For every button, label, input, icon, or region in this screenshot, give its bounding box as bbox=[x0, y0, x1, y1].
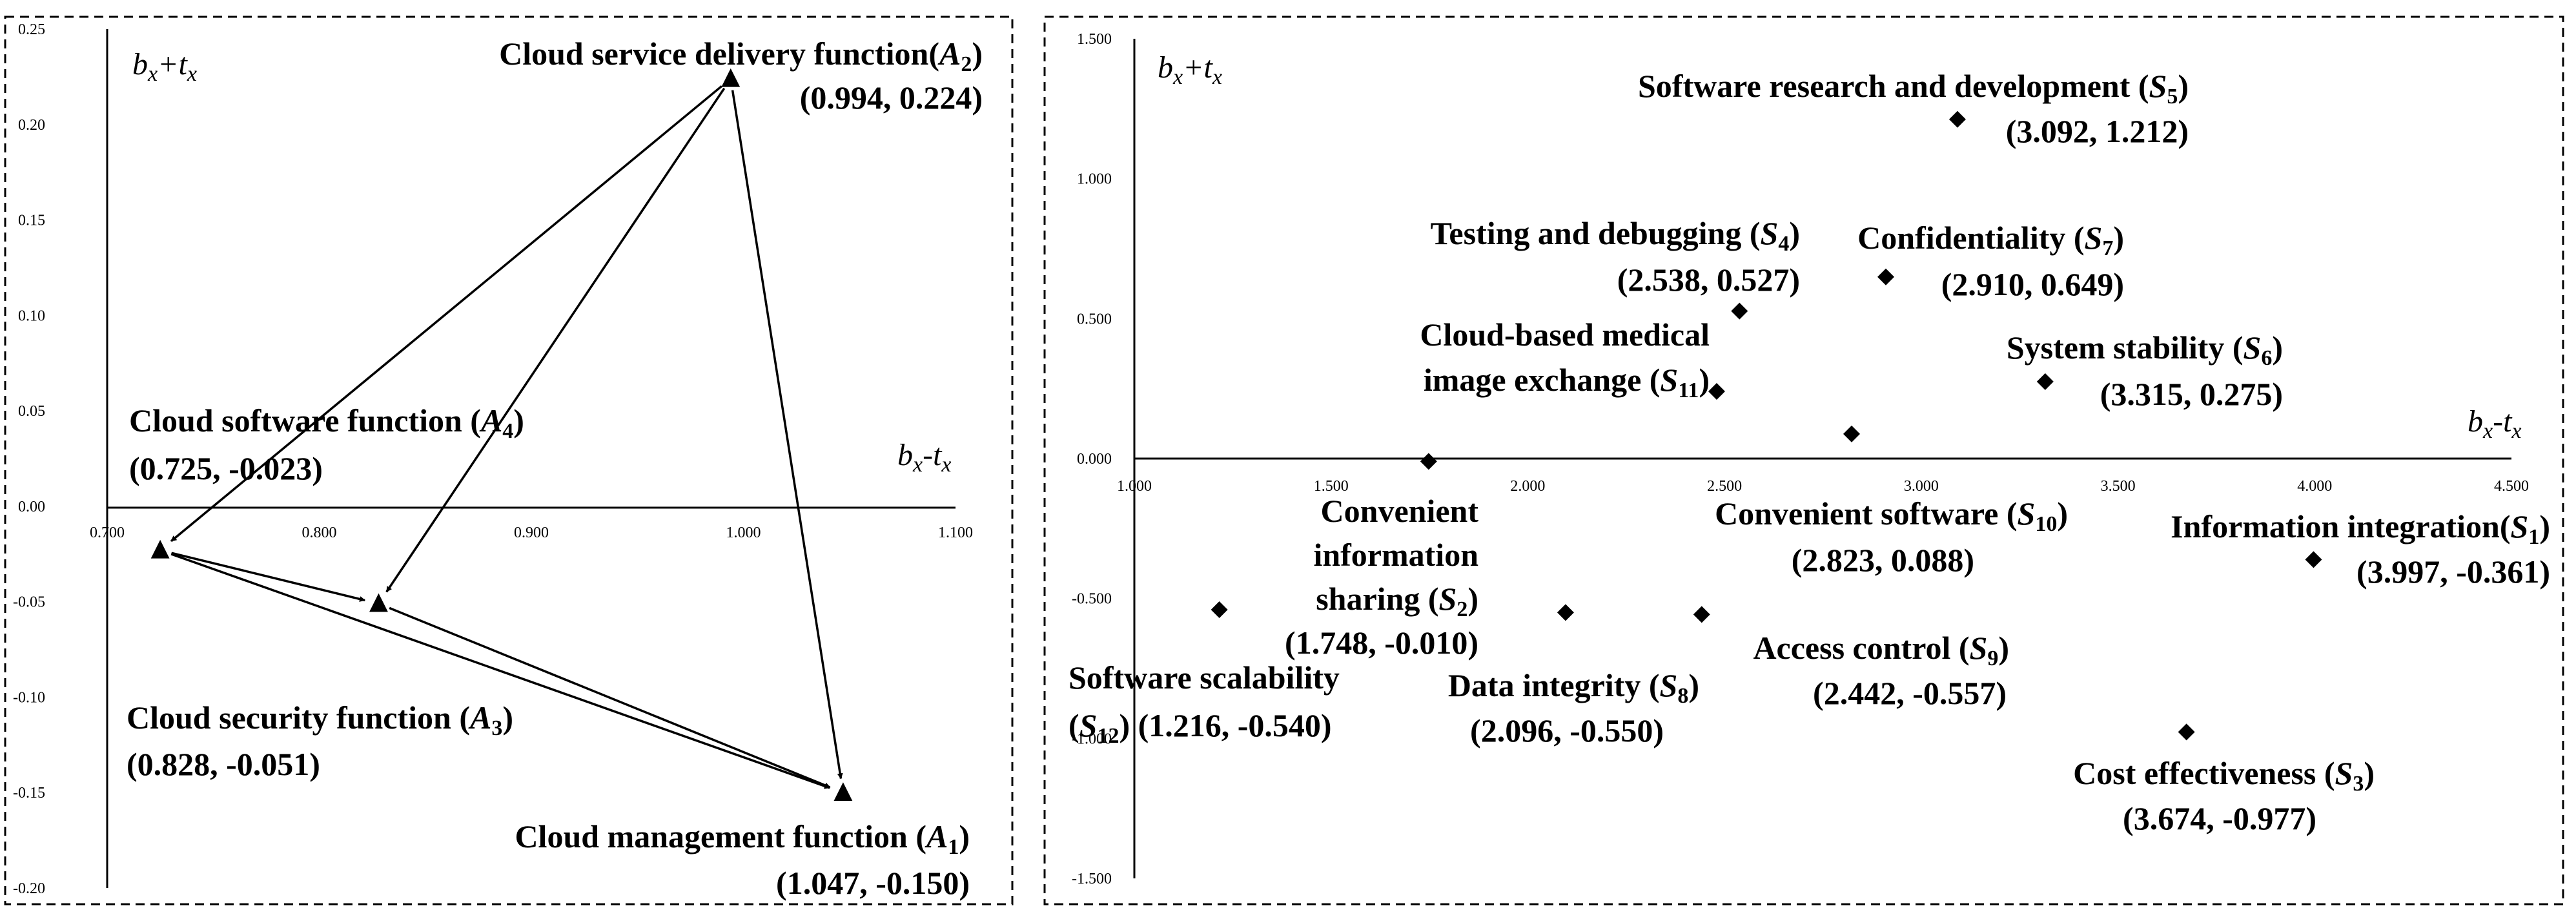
left-panel-frame bbox=[4, 16, 1014, 905]
right-x-tick: 1.000 bbox=[1117, 478, 1152, 495]
diamond-marker-S11 bbox=[1708, 383, 1725, 400]
diamond-marker-S9 bbox=[1693, 606, 1710, 623]
label-S10-name: Convenient software (S10) bbox=[1715, 495, 2068, 536]
label-S1-coord: (3.997, -0.361) bbox=[2356, 554, 2550, 590]
right-x-tick: 3.000 bbox=[1904, 478, 1939, 495]
left-y-tick: 0.15 bbox=[18, 212, 45, 229]
label-A3-coord: (0.828, -0.051) bbox=[127, 746, 320, 782]
label-S12-subline: (S12) (1.216, -0.540) bbox=[1068, 707, 1332, 748]
arrow-A3-to-A1 bbox=[389, 606, 831, 789]
right-y-tick: 1.500 bbox=[1077, 31, 1112, 48]
triangle-marker-A3 bbox=[369, 593, 388, 612]
label-S6-name: System stability (S6) bbox=[2007, 329, 2283, 370]
label-S10-coord: (2.823, 0.088) bbox=[1792, 542, 1974, 578]
right-y-tick: -0.500 bbox=[1072, 591, 1112, 608]
right-y-tick: 0.500 bbox=[1077, 311, 1112, 327]
label-S1-name: Information integration(S1) bbox=[2171, 508, 2550, 549]
label-S11-name-line1: Cloud-based medical bbox=[1420, 316, 1710, 353]
label-A4-coord: (0.725, -0.023) bbox=[129, 450, 323, 486]
triangle-marker-A2 bbox=[721, 68, 741, 87]
right-y-tick: 1.000 bbox=[1077, 171, 1112, 188]
label-A1-name: Cloud management function (A1) bbox=[515, 818, 970, 859]
diamond-marker-S7 bbox=[1877, 268, 1895, 285]
diamond-marker-S12 bbox=[1211, 601, 1228, 618]
label-S9-name: Access control (S9) bbox=[1753, 630, 2009, 670]
diamond-marker-S6 bbox=[2036, 373, 2054, 390]
label-S3-coord: (3.674, -0.977) bbox=[2123, 800, 2316, 836]
right-x-tick: 4.500 bbox=[2494, 478, 2529, 495]
arrow-A4-to-A1 bbox=[170, 553, 831, 789]
right-xlabel: bx-tx bbox=[2468, 404, 2522, 443]
label-S9-coord: (2.442, -0.557) bbox=[1813, 675, 2007, 711]
left-y-tick: 0.25 bbox=[18, 21, 45, 38]
arrow-A2-to-A1 bbox=[731, 90, 843, 780]
left-x-tick: 1.000 bbox=[726, 524, 761, 541]
right-ylabel: bx+tx bbox=[1158, 50, 1222, 89]
label-A2-coord: (0.994, 0.224) bbox=[800, 79, 983, 116]
label-A4-name: Cloud software function (A4) bbox=[129, 402, 524, 443]
left-x-tick: 0.800 bbox=[302, 524, 337, 541]
label-S5-coord: (3.092, 1.212) bbox=[2006, 113, 2189, 149]
diamond-marker-S8 bbox=[1557, 604, 1574, 621]
right-x-tick: 1.500 bbox=[1314, 478, 1349, 495]
left-y-tick: -0.20 bbox=[13, 880, 45, 897]
label-S2-line2: information bbox=[1313, 537, 1478, 573]
left-y-tick: 0.00 bbox=[18, 499, 45, 515]
left-y-tick: -0.05 bbox=[13, 594, 45, 611]
label-S2-line3: sharing (S2) bbox=[1316, 581, 1478, 621]
left-y-tick: 0.20 bbox=[18, 117, 45, 134]
label-A3-name: Cloud security function (A3) bbox=[127, 699, 513, 740]
label-S8-name: Data integrity (S8) bbox=[1448, 667, 1699, 708]
left-ylabel: bx+tx bbox=[132, 47, 197, 86]
label-S2-coord: (1.748, -0.010) bbox=[1285, 625, 1478, 661]
left-x-tick: 0.900 bbox=[514, 524, 549, 541]
diamond-marker-S3 bbox=[2178, 723, 2195, 741]
arrow-A4-to-A3 bbox=[171, 552, 365, 602]
label-S12-name: Software scalability bbox=[1068, 659, 1340, 696]
right-panel-frame bbox=[1043, 16, 2564, 905]
label-S7-name: Confidentiality (S7) bbox=[1857, 220, 2124, 260]
label-A2-name: Cloud service delivery function(A2) bbox=[499, 36, 983, 76]
triangle-marker-A4 bbox=[150, 539, 170, 559]
left-x-tick: 0.700 bbox=[90, 524, 125, 541]
label-A1-coord: (1.047, -0.150) bbox=[776, 865, 970, 901]
label-S3-name: Cost effectiveness (S3) bbox=[2073, 755, 2375, 796]
label-S11-name-line2: image exchange (S11) bbox=[1424, 362, 1710, 402]
label-S5-name: Software research and development (S5) bbox=[1638, 68, 2189, 109]
diamond-marker-S4 bbox=[1731, 302, 1748, 320]
left-y-tick: -0.15 bbox=[13, 785, 45, 802]
label-S4-coord: (2.538, 0.527) bbox=[1617, 262, 1800, 298]
triangle-marker-A1 bbox=[833, 782, 853, 802]
right-y-tick: -1.000 bbox=[1072, 730, 1112, 747]
label-S8-coord: (2.096, -0.550) bbox=[1470, 712, 1664, 749]
right-x-tick: 4.000 bbox=[2297, 478, 2332, 495]
left-xlabel: bx-tx bbox=[897, 438, 952, 477]
diamond-marker-S2 bbox=[1420, 453, 1437, 470]
left-x-tick: 1.100 bbox=[938, 524, 973, 541]
left-y-tick: -0.10 bbox=[13, 689, 45, 706]
right-x-tick: 2.500 bbox=[1707, 478, 1742, 495]
arrow-A2-to-A3 bbox=[385, 87, 726, 593]
diamond-marker-S10 bbox=[1843, 425, 1860, 442]
arrow-A2-to-A4 bbox=[170, 85, 723, 543]
label-S7-coord: (2.910, 0.649) bbox=[1941, 266, 2124, 302]
right-y-tick: 0.000 bbox=[1077, 451, 1112, 468]
left-y-tick: 0.10 bbox=[18, 307, 45, 324]
label-S4-name: Testing and debugging (S4) bbox=[1431, 215, 1800, 256]
label-S2-line1: Convenient bbox=[1321, 493, 1479, 529]
right-y-tick: -1.500 bbox=[1072, 871, 1112, 887]
diamond-marker-S5 bbox=[1948, 110, 1966, 128]
left-y-tick: 0.05 bbox=[18, 403, 45, 420]
right-x-tick: 3.500 bbox=[2101, 478, 2136, 495]
label-S6-coord: (3.315, 0.275) bbox=[2100, 376, 2283, 412]
diamond-marker-S1 bbox=[2305, 551, 2322, 568]
right-x-tick: 2.000 bbox=[1510, 478, 1545, 495]
